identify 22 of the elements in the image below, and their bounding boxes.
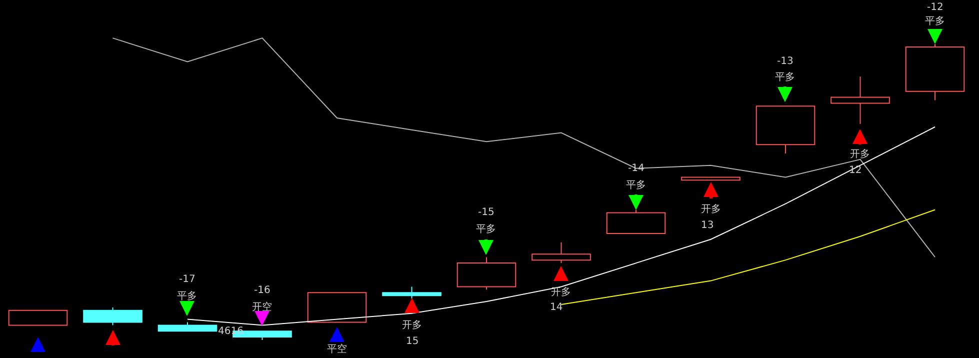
- text: 平多: [925, 15, 945, 27]
- annotation: 12: [849, 165, 862, 176]
- candlestick: [830, 76, 890, 124]
- annotation: 4616: [218, 326, 244, 337]
- text: 平空: [327, 343, 347, 355]
- annotation: 开多: [701, 203, 721, 215]
- annotation: 平多: [476, 223, 496, 235]
- annotation: -15: [478, 207, 494, 218]
- annotation: -13: [777, 56, 794, 67]
- annotation: 开多: [551, 286, 571, 298]
- annotation: 15: [406, 336, 419, 347]
- annotation: 开空: [252, 301, 272, 313]
- text: -12: [927, 2, 944, 13]
- annotation: 平多: [626, 179, 646, 191]
- annotation: 开多: [402, 319, 422, 331]
- annotation: 14: [550, 302, 563, 313]
- annotation: -16: [254, 285, 270, 296]
- annotation: 平多: [775, 71, 795, 83]
- annotation: 平多: [177, 290, 197, 302]
- annotation: 13: [701, 220, 714, 231]
- annotation: -17: [179, 274, 196, 285]
- annotation: 开多: [850, 148, 870, 160]
